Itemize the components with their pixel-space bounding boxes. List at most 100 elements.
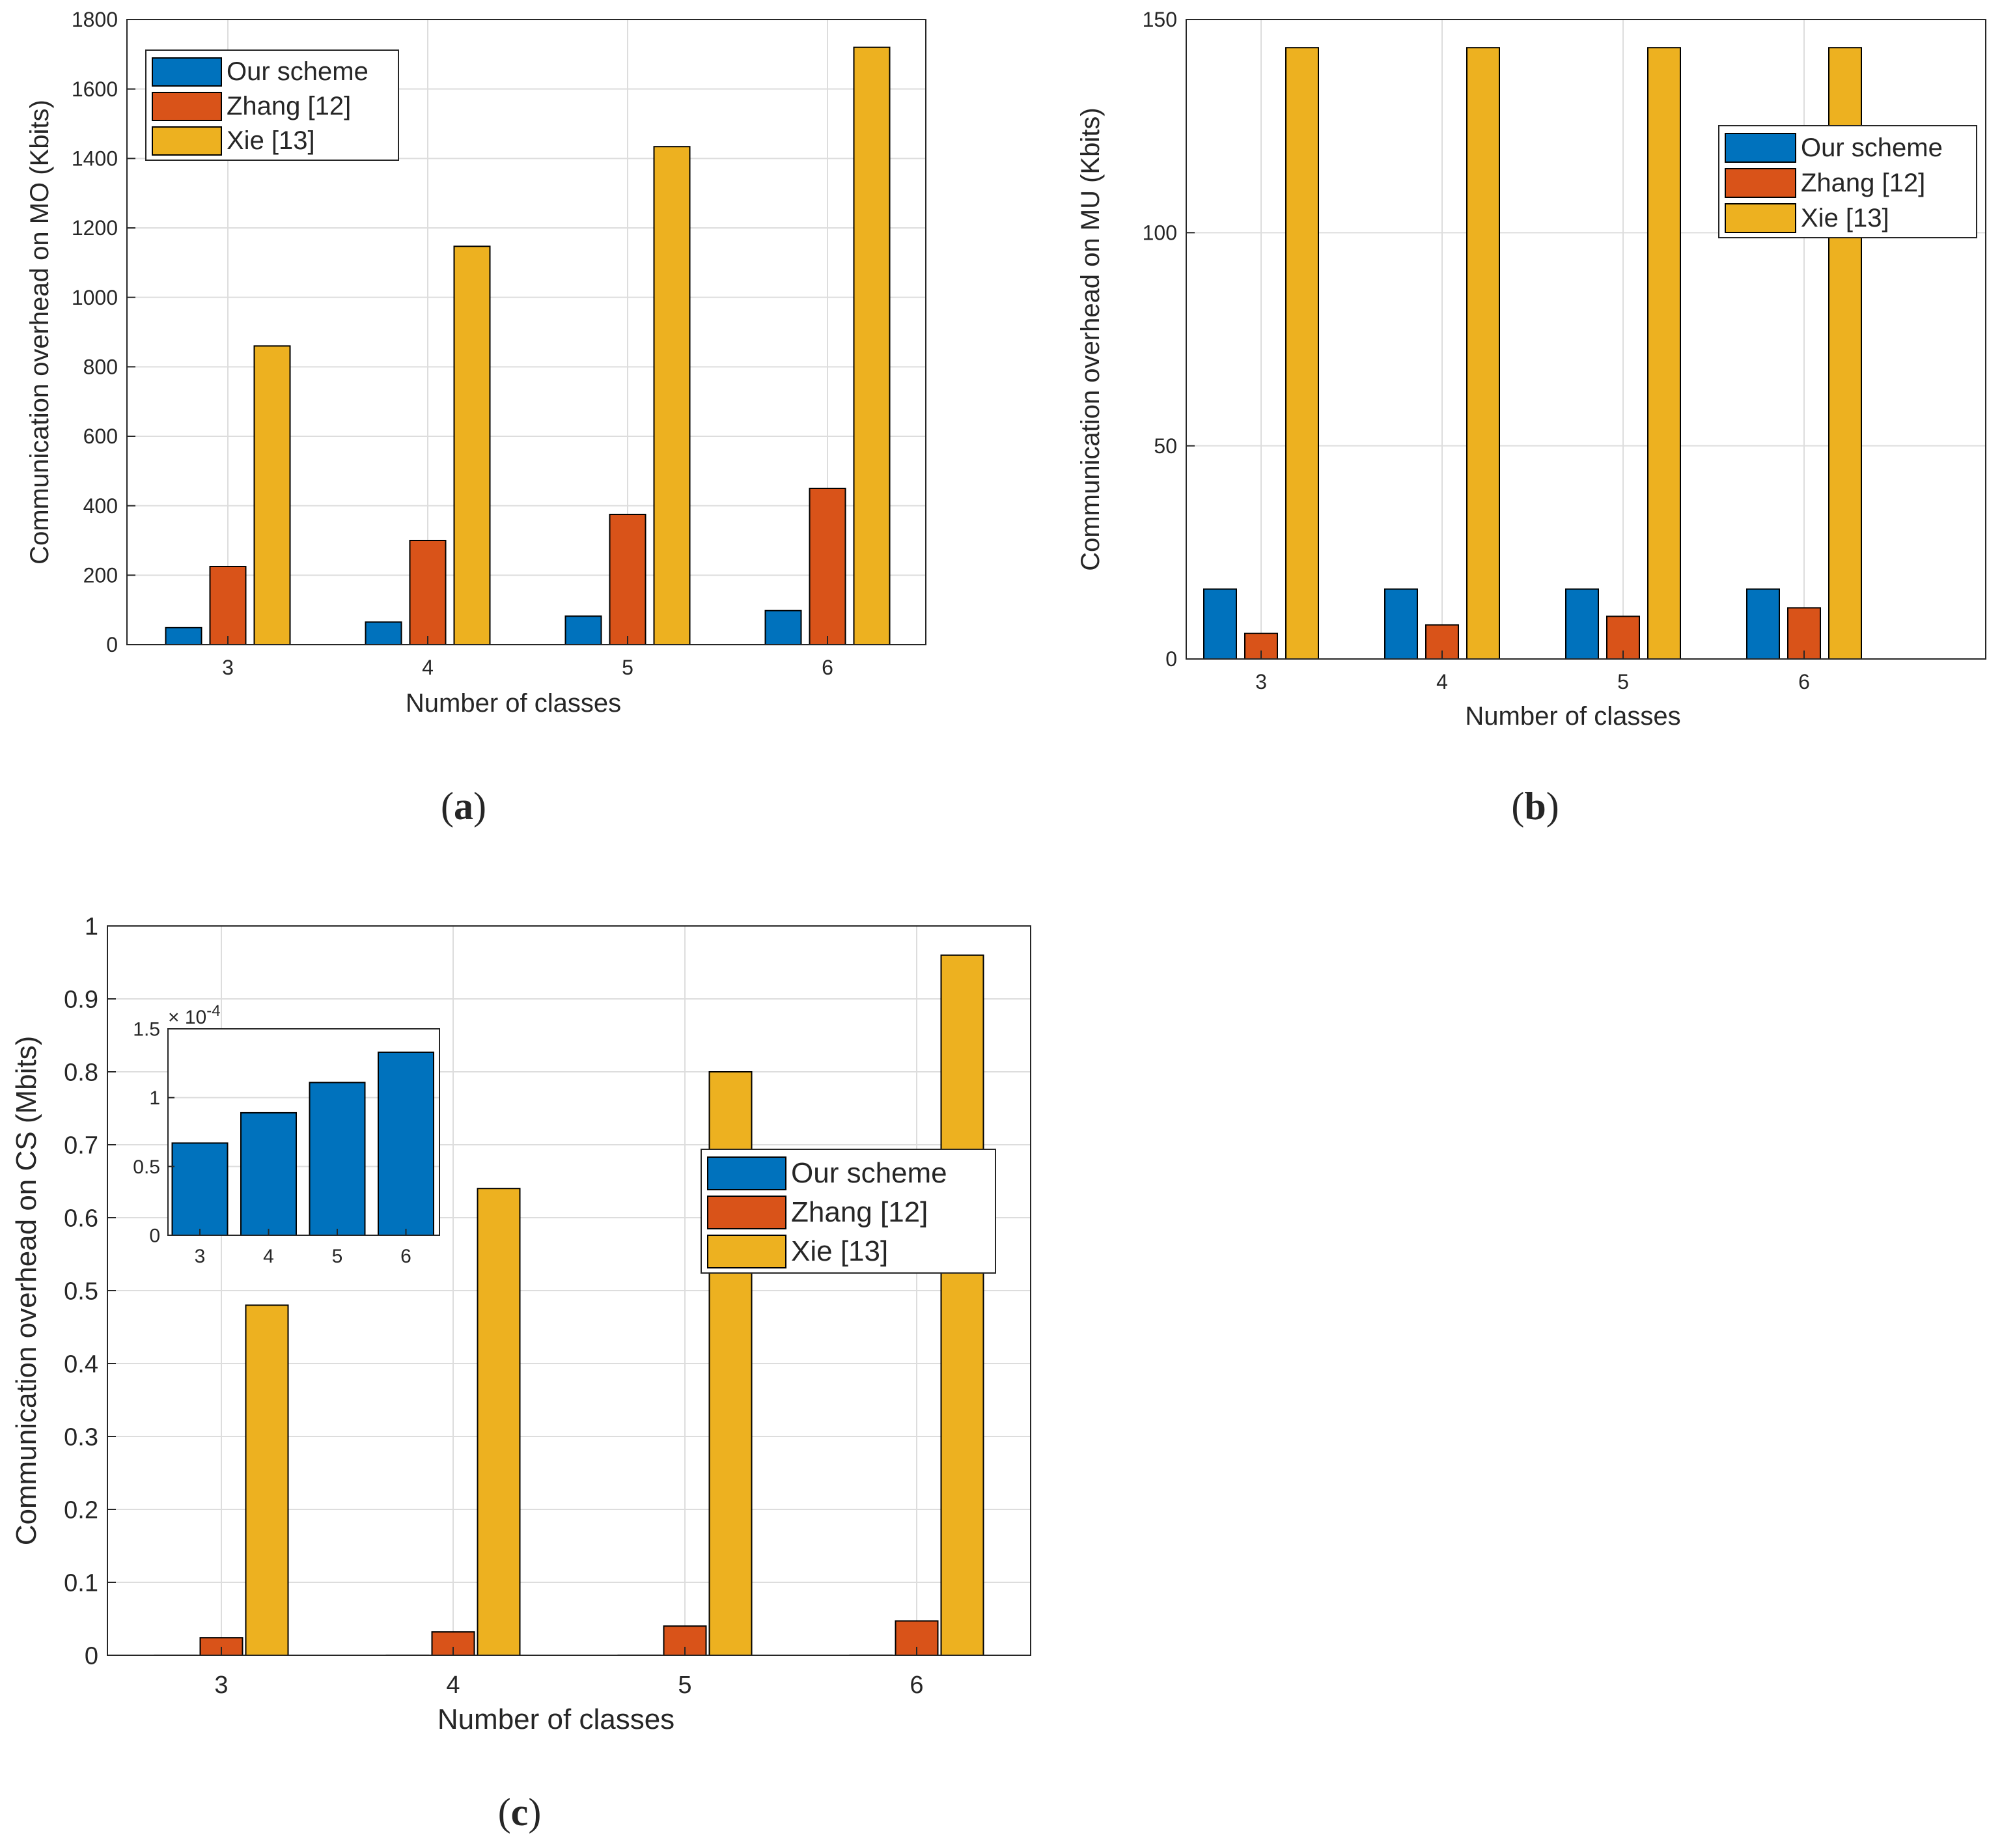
inset-y-tick-label: 1.5 (133, 1019, 160, 1041)
y-tick-label: 0 (106, 633, 118, 656)
legend-label: Our scheme (227, 57, 368, 86)
inset-y-tick-label: 0 (149, 1225, 160, 1247)
panel-label-open: ( (441, 785, 454, 828)
chart-c: 0 0.1 0.2 0.3 0.4 0.5 0.6 0.7 0.8 0.9 1 3 4 5 6 Number … (10, 913, 1031, 1834)
chart-a: 0 200 400 600 800 1000 1200 1400 1600 1800 3 4 5 6 Num… (25, 8, 926, 828)
inset-x-tick-label: 3 (195, 1246, 206, 1267)
y-tick-label: 600 (83, 425, 118, 448)
legend: Our scheme Zhang [12] Xie [13] (1718, 125, 1977, 238)
inset-scale-exponent: -4 (206, 1002, 220, 1020)
legend-swatch (152, 126, 222, 156)
bar (409, 540, 447, 645)
bar (564, 615, 602, 645)
y-tick-label: 0 (85, 1642, 98, 1670)
y-tick-label: 50 (1154, 434, 1177, 458)
y-tick-label: 0.9 (64, 986, 98, 1013)
legend: Our scheme Zhang [12] Xie [13] (145, 49, 399, 161)
x-tick-label: 3 (214, 1672, 228, 1699)
y-tick-label: 0.8 (64, 1059, 98, 1086)
bar (609, 514, 646, 645)
panel-label: (b) (1511, 785, 1559, 828)
bar (253, 345, 291, 645)
y-tick-label: 1200 (72, 216, 118, 240)
panel-label-close: ) (1546, 785, 1559, 828)
y-axis-label: Communication overhead on MO (Kbits) (25, 100, 54, 565)
x-tick-label: 3 (222, 656, 234, 679)
x-axis-label: Number of classes (438, 1703, 674, 1735)
y-tick-label: 0 (1165, 647, 1177, 671)
y-tick-label: 150 (1143, 8, 1177, 31)
y-tick-label: 1800 (72, 8, 118, 31)
x-tick-label: 6 (822, 656, 833, 679)
inset-chart: 0 0.5 1 1.5 3 4 5 6 × 10-4 (133, 1002, 440, 1267)
bar (209, 566, 247, 645)
bar (1466, 47, 1500, 660)
legend-swatch (1725, 203, 1796, 233)
bar (1746, 588, 1780, 660)
legend-swatch (1725, 133, 1796, 163)
panel-label-open: ( (498, 1791, 511, 1834)
y-tick-label: 0.5 (64, 1278, 98, 1305)
bar (764, 609, 802, 646)
y-tick-label: 1400 (72, 147, 118, 171)
legend-label: Our scheme (1801, 133, 1943, 162)
x-tick-label: 4 (1436, 670, 1448, 693)
bar (1285, 47, 1319, 660)
legend-label: Zhang [12] (1801, 169, 1925, 197)
inset-bar (171, 1142, 229, 1236)
y-tick-label: 0.4 (64, 1351, 98, 1378)
x-tick-label: 3 (1255, 670, 1267, 693)
legend-label: Our scheme (791, 1157, 947, 1189)
inset-x-tick-label: 6 (400, 1246, 411, 1267)
bar (165, 626, 202, 645)
legend-label: Xie [13] (227, 126, 315, 155)
panel-label-open: ( (1511, 785, 1524, 828)
axes-box (126, 19, 926, 645)
y-tick-label: 1 (85, 913, 98, 940)
inset-scale-base: × 10 (168, 1007, 206, 1028)
inset-x-tick-label: 4 (263, 1246, 274, 1267)
y-tick-label: 0.6 (64, 1205, 98, 1232)
y-tick-label: 100 (1143, 221, 1177, 245)
x-tick-label: 4 (446, 1672, 460, 1699)
y-tick-label: 800 (83, 356, 118, 379)
inset-bar (309, 1082, 366, 1237)
panel-label-letter: b (1524, 785, 1546, 828)
legend-swatch (1725, 168, 1796, 198)
y-tick-label: 0.2 (64, 1496, 98, 1524)
legend-label: Zhang [12] (791, 1196, 928, 1228)
y-tick-label: 1600 (72, 77, 118, 101)
legend-label: Xie [13] (791, 1235, 888, 1267)
panel-label: (a) (441, 785, 486, 828)
bar (853, 46, 891, 645)
legend-swatch (707, 1196, 786, 1229)
panel-label-close: ) (473, 785, 486, 828)
panel-label-letter: c (511, 1791, 529, 1834)
bar (245, 1304, 289, 1656)
x-tick-label: 5 (1617, 670, 1629, 693)
legend-swatch (707, 1156, 786, 1190)
inset-bar (240, 1112, 297, 1236)
inset-y-tick-label: 0.5 (133, 1156, 160, 1178)
y-tick-label: 1000 (72, 286, 118, 309)
y-tick-label: 0.1 (64, 1569, 98, 1597)
bar (1203, 588, 1237, 660)
legend: Our scheme Zhang [12] Xie [13] (701, 1149, 996, 1274)
bar (653, 146, 691, 645)
x-tick-label: 5 (622, 656, 633, 679)
bar (940, 954, 984, 1656)
legend-label: Xie [13] (1801, 204, 1889, 232)
bar (1384, 588, 1418, 660)
y-tick-label: 0.3 (64, 1423, 98, 1451)
bar (1565, 588, 1599, 660)
panel-label-close: ) (528, 1791, 541, 1834)
y-tick-label: 400 (83, 494, 118, 518)
legend-swatch (152, 92, 222, 121)
x-tick-label: 6 (910, 1672, 923, 1699)
bar (809, 488, 846, 645)
x-axis-label: Number of classes (406, 689, 621, 718)
bar (1647, 47, 1681, 660)
legend-swatch (707, 1235, 786, 1268)
x-tick-label: 6 (1798, 670, 1810, 693)
